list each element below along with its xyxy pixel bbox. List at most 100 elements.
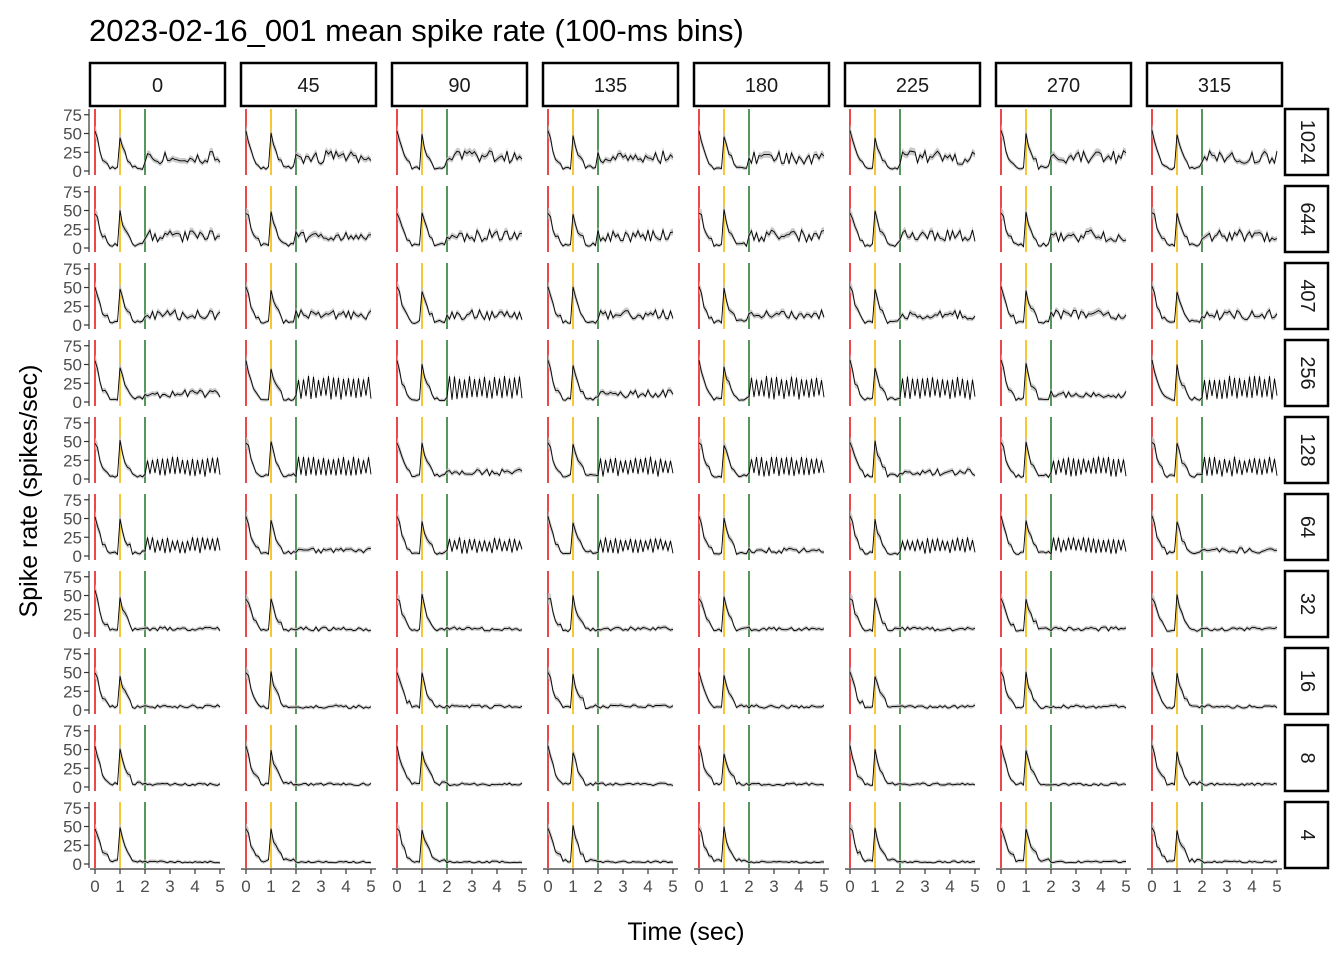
row-strip-box: [1283, 492, 1330, 562]
row-strip-label: 1024: [1296, 120, 1318, 165]
facet-panel: [547, 340, 674, 406]
x-tick-label: 5: [668, 877, 677, 896]
mean-rate-line: [396, 442, 523, 478]
mean-rate-line: [1000, 130, 1127, 171]
row-strip-box: [1283, 723, 1330, 793]
column-strip-box: [994, 61, 1133, 108]
mean-rate-line: [849, 672, 976, 709]
error-ribbon: [548, 739, 673, 787]
x-tick-label: 1: [115, 877, 124, 896]
row-strip-label: 256: [1296, 356, 1318, 389]
y-tick-label: 50: [63, 125, 82, 144]
mean-rate-line: [245, 671, 372, 709]
facet-panel: [1000, 802, 1127, 868]
error-ribbon: [548, 124, 673, 171]
facet-panel: [245, 648, 372, 714]
facet-panel: [94, 186, 220, 252]
facet-panel: [396, 263, 523, 329]
error-ribbon: [1001, 739, 1126, 787]
mean-rate-line: [698, 286, 825, 324]
facet-panel: [849, 340, 976, 406]
y-tick-label: 25: [63, 451, 82, 470]
x-tick-label: 0: [694, 877, 703, 896]
facet-panel: [94, 571, 221, 637]
column-strip-box: [1145, 61, 1284, 108]
facet-panel: [1000, 494, 1127, 560]
error-ribbon: [246, 435, 371, 479]
x-tick-label: 4: [794, 877, 803, 896]
facet-panel: [94, 417, 221, 483]
y-tick-label: 50: [63, 741, 82, 760]
facet-panel: [698, 263, 825, 329]
y-tick-label: 75: [63, 722, 82, 741]
facet-panel: [1151, 417, 1278, 483]
error-ribbon: [95, 666, 220, 710]
facet-panel: [396, 109, 523, 175]
facet-panel: [245, 109, 372, 175]
facet-panel: [245, 263, 372, 329]
error-ribbon: [699, 353, 824, 402]
error-ribbon: [548, 510, 673, 556]
y-tick-label: 50: [63, 202, 82, 221]
mean-rate-line: [849, 286, 976, 325]
x-tick-label: 1: [719, 877, 728, 896]
row-strip: 64: [1283, 492, 1330, 562]
x-tick-label: 5: [970, 877, 979, 896]
error-ribbon: [699, 203, 824, 248]
x-tick-label: 0: [241, 877, 250, 896]
y-tick-label: 0: [73, 701, 82, 720]
facet-panel: [1000, 648, 1127, 714]
y-tick-label: 75: [63, 414, 82, 433]
y-tick-label: 75: [63, 568, 82, 587]
mean-rate-line: [245, 746, 372, 787]
facet-panel: [698, 186, 825, 252]
y-tick-label: 75: [63, 491, 82, 510]
y-tick-label: 50: [63, 664, 82, 683]
error-ribbon: [548, 589, 673, 633]
facet-panel: [396, 648, 523, 714]
facet-panel: [396, 186, 523, 252]
y-tick-label: 75: [63, 337, 82, 356]
x-tick-label: 5: [517, 877, 526, 896]
x-tick-label: 2: [291, 877, 300, 896]
error-ribbon: [397, 587, 522, 633]
mean-rate-line: [547, 672, 674, 709]
facet-panel: [849, 186, 976, 252]
facet-panel: [849, 494, 976, 560]
x-tick-label: 1: [417, 877, 426, 896]
facet-panel: [698, 417, 825, 483]
error-ribbon: [397, 739, 522, 787]
y-tick-label: 25: [63, 220, 82, 239]
mean-rate-line: [849, 827, 976, 864]
row-strip-box: [1283, 569, 1330, 639]
y-tick-label: 0: [73, 316, 82, 335]
error-ribbon: [397, 510, 522, 556]
row-strip-box: [1283, 415, 1330, 485]
row-strip-label: 16: [1296, 670, 1318, 692]
mean-rate-line: [94, 287, 221, 324]
mean-rate-line: [547, 595, 674, 633]
row-strip-label: 8: [1296, 752, 1318, 763]
y-tick-label: 50: [63, 356, 82, 375]
mean-rate-line: [547, 516, 674, 555]
mean-rate-line: [94, 827, 221, 864]
row-strips: 1024 644 407 256 128 64 32 16 8 4: [1283, 107, 1330, 870]
error-ribbon: [397, 436, 522, 479]
x-tick-label: 4: [643, 877, 652, 896]
error-ribbon: [548, 353, 673, 402]
facet-panel: [849, 263, 976, 329]
x-tick-label: 4: [1247, 877, 1256, 896]
facet-panel: [245, 340, 372, 406]
column-strip-label: 90: [448, 75, 470, 97]
mean-rate-line: [245, 828, 372, 864]
error-ribbon: [246, 593, 371, 633]
y-tick-label: 50: [63, 818, 82, 837]
error-ribbon: [1152, 280, 1277, 325]
chart-title: 2023-02-16_001 mean spike rate (100-ms b…: [89, 13, 744, 48]
error-ribbon: [1152, 123, 1277, 171]
